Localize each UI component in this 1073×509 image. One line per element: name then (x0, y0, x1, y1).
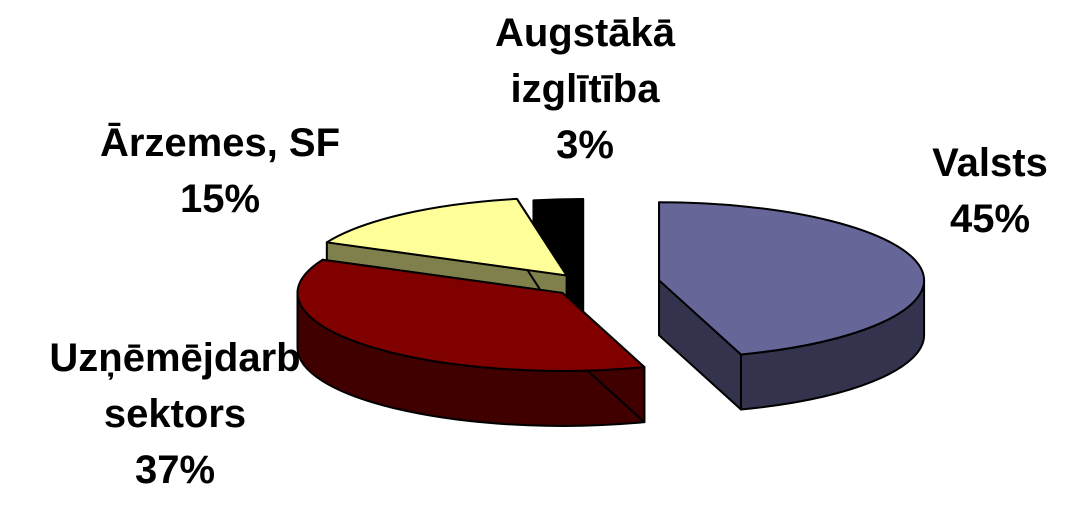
slice-label: Ārzemes, SF 15% (40, 115, 400, 227)
slice (532, 198, 585, 279)
value-label: 37% (134, 448, 216, 492)
category-name: Augstākā izglītība (494, 11, 676, 111)
category-name: Uzņēmējdarb sektors (49, 336, 301, 436)
value-label: 3% (556, 123, 614, 167)
category-name: Ārzemes, SF (99, 121, 341, 165)
category-name: Valsts (932, 141, 1048, 185)
value-label: 15% (179, 177, 261, 221)
slice-label: Augstākā izglītība 3% (450, 5, 720, 173)
slice (658, 201, 926, 356)
slice (325, 197, 568, 277)
slice-label: Uzņēmējdarb sektors 37% (10, 330, 340, 498)
slice (296, 258, 646, 372)
value-label: 45% (949, 197, 1031, 241)
slice-label: Valsts 45% (880, 135, 1073, 247)
